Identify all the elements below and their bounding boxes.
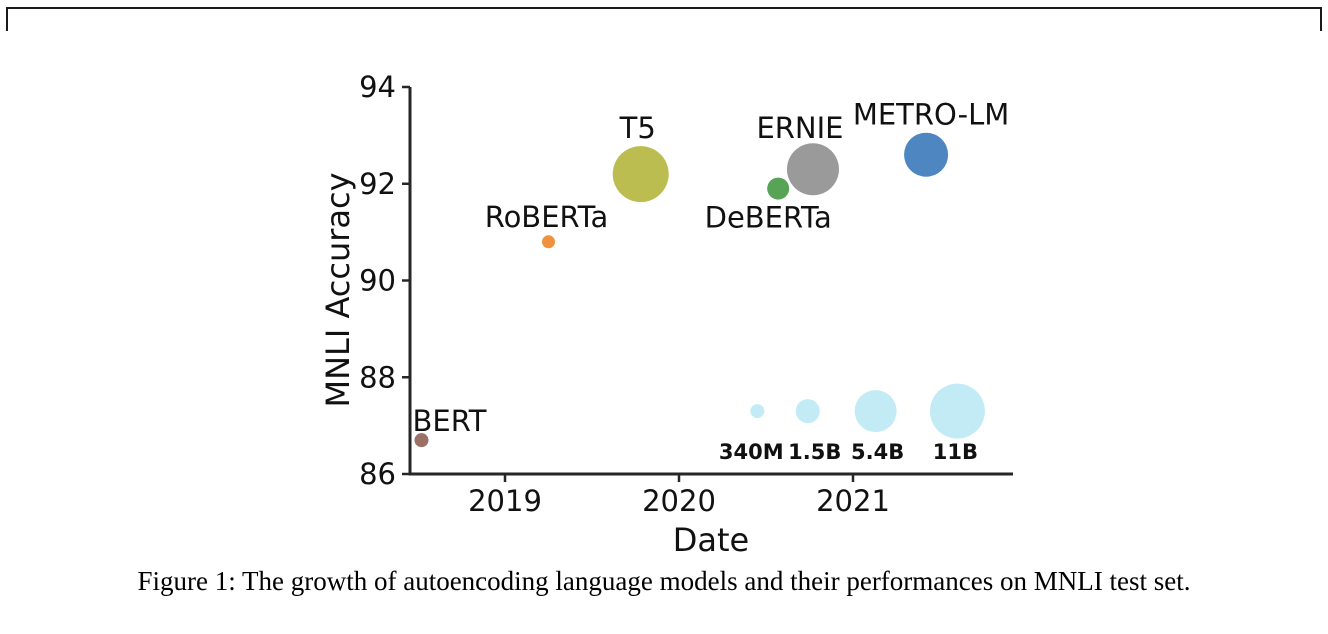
size-legend-label-340m: 340M bbox=[719, 440, 784, 464]
size-legend-label-1-5b: 1.5B bbox=[788, 440, 841, 464]
x-tick-label-2019: 2019 bbox=[468, 484, 542, 518]
data-point-label-ernie: ERNIE bbox=[756, 111, 843, 145]
page-border-top bbox=[6, 7, 1322, 9]
figure-caption: Figure 1: The growth of autoencoding lan… bbox=[137, 566, 1191, 596]
y-axis-title: MNLI Accuracy bbox=[319, 172, 357, 407]
data-point-roberta bbox=[542, 235, 555, 249]
bubble-chart: 94 92 90 88 86 2019 2020 2021 MNLI Accuracy Date 3… bbox=[319, 70, 1013, 559]
data-point-label-roberta: RoBERTa bbox=[485, 200, 609, 234]
x-tick-label-2020: 2020 bbox=[642, 484, 716, 518]
data-point-metro-lm bbox=[904, 132, 949, 177]
data-point-bert bbox=[414, 433, 429, 448]
page-border-right-stub bbox=[1320, 7, 1322, 31]
data-point-t5 bbox=[612, 146, 669, 203]
size-legend-bubble-340m bbox=[750, 404, 765, 419]
data-point-ernie bbox=[786, 143, 839, 196]
page-border-left-stub bbox=[6, 7, 8, 31]
size-legend-bubble-1-5b bbox=[795, 399, 820, 424]
y-tick-label-94: 94 bbox=[359, 70, 396, 104]
x-axis-title: Date bbox=[673, 521, 749, 559]
x-tick-label-2021: 2021 bbox=[816, 484, 890, 518]
data-point-label-metro-lm: METRO-LM bbox=[853, 98, 1009, 132]
y-tick-label-90: 90 bbox=[359, 264, 396, 298]
data-point-deberta bbox=[767, 177, 790, 200]
y-tick-label-86: 86 bbox=[359, 457, 396, 491]
data-point-label-bert: BERT bbox=[412, 404, 486, 438]
size-legend-bubble-5-4b bbox=[854, 390, 897, 433]
y-tick-label-92: 92 bbox=[359, 167, 396, 201]
size-legend-bubble-11b bbox=[929, 383, 985, 439]
data-point-label-t5: T5 bbox=[619, 111, 656, 145]
data-point-label-deberta: DeBERTa bbox=[705, 201, 832, 235]
size-legend-label-5-4b: 5.4B bbox=[851, 440, 904, 464]
y-tick-label-88: 88 bbox=[359, 360, 396, 394]
size-legend-label-11b: 11B bbox=[933, 440, 978, 464]
